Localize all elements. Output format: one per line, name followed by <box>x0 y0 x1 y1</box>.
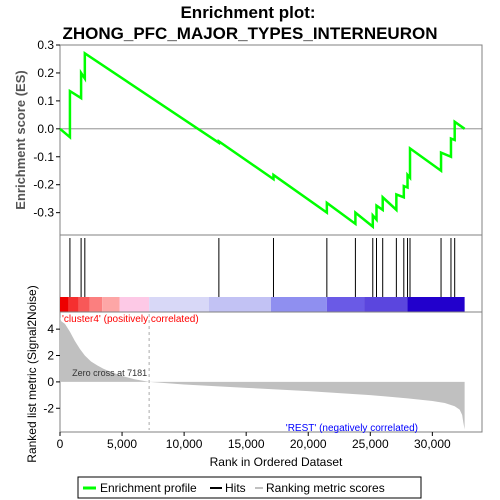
ranking-color-segment <box>149 297 209 312</box>
metric-y-tick-label: 0 <box>47 375 54 389</box>
metric-y-tick-label: 2 <box>47 349 54 363</box>
ranking-color-segment <box>119 297 150 312</box>
ranking-color-segment <box>208 297 271 312</box>
ranking-color-segment <box>78 297 90 312</box>
ranking-color-segment <box>407 297 465 312</box>
es-panel: 0.3 0.2 0.1 0.0 -0.1 -0.2 -0.3 Enrichment scor… <box>13 38 483 236</box>
x-tick-label: 5,000 <box>107 437 137 451</box>
es-y-tick-label: -0.2 <box>33 178 54 192</box>
ranking-color-segment <box>326 297 365 312</box>
x-tick-label: 20,000 <box>290 437 327 451</box>
legend-hits-label: Hits <box>225 481 246 495</box>
ranking-color-segment <box>89 297 103 312</box>
hits-panel <box>59 234 483 313</box>
metric-panel: Zero cross at 7181 'cluster4' (positivel… <box>25 285 483 463</box>
es-y-tick-label: 0.0 <box>37 122 54 136</box>
legend: Enrichment profile Hits Ranking metric s… <box>77 476 422 499</box>
x-tick-label: 25,000 <box>352 437 389 451</box>
es-panel-frame <box>59 44 483 236</box>
enrichment-profile-line <box>59 51 466 230</box>
ranking-color-segment <box>364 297 408 312</box>
x-tick-label: 0 <box>57 437 64 451</box>
chart-title-line1: Enrichment plot: <box>180 3 315 22</box>
chart-title-line2: ZHONG_PFC_MAJOR_TYPES_INTERNEURON <box>62 24 437 43</box>
es-y-tick-label: -0.1 <box>33 150 54 164</box>
x-tick-label: 30,000 <box>414 437 451 451</box>
es-y-tick-label: 0.3 <box>37 38 54 52</box>
x-axis: 0 5,000 10,000 15,000 20,000 25,000 30,000 Ran… <box>57 432 451 469</box>
es-y-tick-label: 0.1 <box>37 94 54 108</box>
positive-correlation-label: 'cluster4' (positively correlated) <box>62 314 199 325</box>
ranking-color-segment <box>271 297 327 312</box>
es-y-tick-label: 0.2 <box>37 66 54 80</box>
es-y-axis-label: Enrichment score (ES) <box>13 70 28 209</box>
negative-correlation-label: 'REST' (negatively correlated) <box>286 423 418 434</box>
metric-y-tick-label: -2 <box>43 401 54 415</box>
zero-cross-label: Zero cross at 7181 <box>72 368 147 378</box>
ranking-color-segment <box>60 297 69 312</box>
metric-y-axis-label: Ranked list metric (Signal2Noise) <box>25 285 39 462</box>
legend-box <box>77 476 422 499</box>
x-axis-label: Rank in Ordered Dataset <box>210 455 343 469</box>
metric-y-tick-label: 4 <box>47 322 54 336</box>
legend-ranking-label: Ranking metric scores <box>266 481 385 495</box>
ranking-color-segment <box>102 297 120 312</box>
es-y-tick-label: -0.3 <box>33 206 54 220</box>
legend-enrichment-label: Enrichment profile <box>100 481 197 495</box>
x-tick-label: 15,000 <box>228 437 265 451</box>
ranking-color-segment <box>68 297 79 312</box>
x-tick-label: 10,000 <box>166 437 203 451</box>
